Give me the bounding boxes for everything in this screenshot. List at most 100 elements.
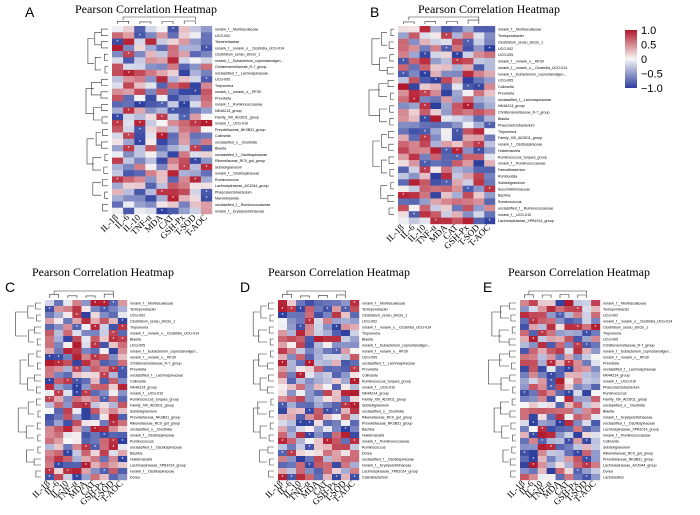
significance-marker: * — [139, 102, 141, 108]
heatmap-cell — [123, 120, 135, 127]
heatmap-cell — [123, 113, 135, 121]
heatmap-cell — [314, 462, 324, 469]
heatmap-cell — [99, 312, 109, 319]
heatmap-cell — [555, 426, 565, 433]
column-dendrogram — [524, 290, 587, 298]
heatmap-cell — [189, 32, 202, 39]
heatmap-cell — [323, 432, 333, 439]
heatmap-cell — [350, 318, 360, 325]
heatmap-cell — [573, 468, 583, 475]
significance-marker: * — [478, 142, 480, 148]
heatmap-cell — [537, 342, 547, 349]
heatmap-cell — [582, 444, 592, 451]
heatmap-cell — [546, 312, 556, 319]
heatmap-cell — [108, 360, 119, 367]
row-label: Bacillus — [130, 451, 143, 455]
heatmap-cell — [123, 51, 135, 58]
heatmap-cell — [108, 372, 119, 379]
heatmap-cell — [520, 420, 530, 427]
heatmap-cell — [145, 113, 157, 121]
row-label: UCG-005 — [130, 343, 145, 347]
heatmap-cell — [63, 402, 73, 409]
heatmap-cell — [546, 396, 556, 403]
significance-marker: * — [76, 385, 78, 391]
heatmap-cell — [430, 38, 442, 46]
significance-marker: * — [446, 180, 448, 186]
row-label: Dorea — [362, 451, 372, 455]
heatmap-cell — [350, 324, 360, 331]
heatmap-cell — [350, 438, 360, 445]
heatmap-cell — [537, 474, 547, 481]
heatmap-cell — [537, 414, 547, 421]
heatmap-cell — [341, 342, 351, 349]
significance-marker: * — [354, 379, 356, 385]
heatmap-cell — [123, 170, 135, 177]
heatmap-cell — [528, 318, 538, 325]
row-label: Dorea — [130, 475, 140, 479]
heatmap-cell — [314, 444, 324, 451]
heatmap-cell — [178, 201, 190, 208]
heatmap-cell — [145, 63, 157, 71]
heatmap-cell — [45, 402, 55, 409]
significance-marker: * — [112, 439, 114, 445]
heatmap-cell — [537, 300, 547, 307]
heatmap-cell — [555, 318, 565, 325]
heatmap-cell — [546, 384, 556, 391]
heatmap-cell — [108, 396, 119, 403]
heatmap-cell — [45, 306, 55, 313]
heatmap-cell — [408, 217, 420, 225]
significance-marker: * — [327, 439, 329, 445]
heatmap-cell — [582, 474, 592, 481]
significance-marker: * — [128, 52, 130, 58]
significance-marker: * — [309, 421, 311, 427]
heatmap-cell — [178, 82, 190, 89]
heatmap-cell — [573, 456, 583, 463]
heatmap-cell — [99, 402, 109, 409]
row-label: Clostridium_sensu_stricto_1 — [362, 313, 407, 317]
panel-A: A Pearson Correlation Heatmap********* * **… — [25, 2, 284, 241]
heatmap-cell — [90, 330, 100, 337]
heatmap-cell — [278, 426, 288, 433]
heatmap-cell — [45, 330, 55, 337]
heatmap-cell — [462, 204, 474, 212]
heatmap-cell — [99, 462, 109, 469]
heatmap-cell — [441, 77, 453, 84]
heatmap-cell — [398, 96, 409, 103]
heatmap-cell — [145, 101, 157, 108]
heatmap-cell — [564, 336, 574, 343]
heatmap-cell — [555, 342, 565, 349]
heatmap-cell — [108, 384, 119, 391]
heatmap-cell — [117, 462, 128, 469]
heatmap-cell — [520, 396, 530, 403]
heatmap-cell — [305, 402, 315, 409]
heatmap-cell — [189, 126, 202, 133]
heatmap-cell — [99, 438, 109, 445]
row-label: Prevotellaceae_NK3B31_group — [362, 421, 412, 425]
heatmap-cell — [591, 444, 601, 451]
significance-marker: * — [467, 40, 469, 46]
heatmap-cell — [117, 426, 128, 433]
heatmap-cell — [287, 324, 297, 331]
heatmap-cell — [296, 372, 306, 379]
heatmap-cell — [546, 366, 556, 373]
heatmap-cell — [323, 444, 333, 451]
heatmap-cell — [341, 450, 351, 457]
heatmap-cell — [200, 38, 213, 45]
row-label: Lachnospiraceae_AC2044_group — [215, 184, 269, 188]
significance-marker: * — [568, 439, 570, 445]
heatmap-cell — [117, 318, 128, 325]
heatmap-cell — [156, 145, 168, 152]
heatmap-cell — [117, 414, 128, 421]
significance-marker: * — [541, 331, 543, 337]
heatmap-cell — [134, 51, 146, 58]
heatmap-cell — [81, 456, 91, 463]
significance-marker: * — [183, 115, 185, 121]
heatmap-cell — [555, 468, 565, 475]
heatmap-cell — [145, 151, 157, 158]
heatmap-cell — [45, 468, 55, 475]
heatmap-cell — [167, 163, 179, 171]
heatmap-cell — [305, 318, 315, 325]
heatmap-cell — [314, 372, 324, 379]
significance-marker: * — [76, 391, 78, 397]
